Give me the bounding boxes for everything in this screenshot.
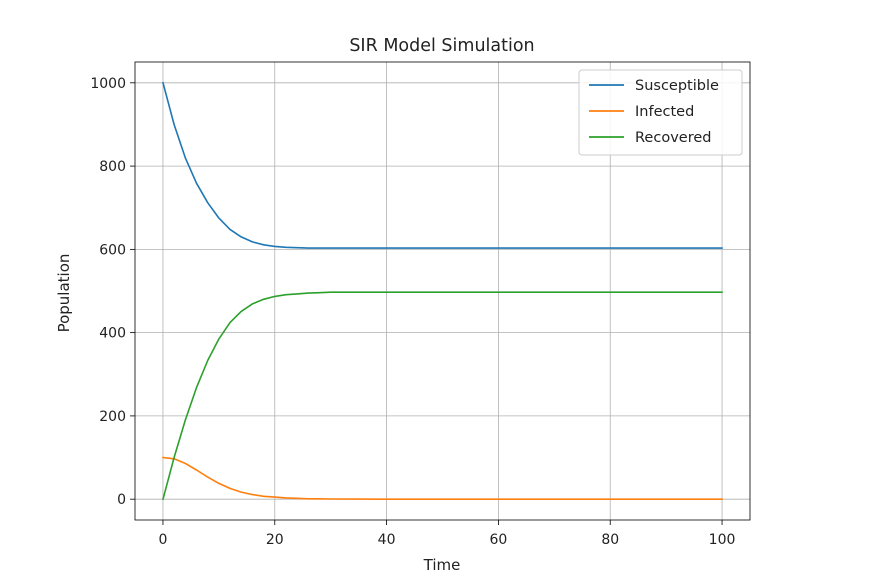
- plot-frame: [134, 61, 751, 521]
- x-tick-label: 80: [601, 532, 619, 548]
- y-tick-label: 800: [99, 159, 126, 175]
- series-line-recovered: [162, 291, 723, 501]
- legend-label: Susceptible: [635, 78, 719, 94]
- legend-label: Infected: [635, 104, 694, 120]
- x-tick-label: 60: [489, 532, 507, 548]
- legend-label: Recovered: [635, 130, 711, 146]
- y-tick-label: 400: [99, 326, 126, 342]
- x-tick-label: 20: [266, 532, 284, 548]
- legend: Susceptible Infected Recovered: [578, 69, 743, 156]
- legend-box: [578, 69, 743, 156]
- x-tick-label: 100: [709, 532, 736, 548]
- x-tick-label: 0: [158, 532, 167, 548]
- series-line-infected: [162, 456, 723, 501]
- y-axis-label: Population: [55, 254, 73, 333]
- chart-title: SIR Model Simulation: [349, 36, 534, 56]
- x-axis-label: Time: [423, 556, 461, 574]
- y-tick-label: 600: [99, 242, 126, 258]
- plot-series: [162, 81, 723, 501]
- y-tick-label: 200: [99, 409, 126, 425]
- y-tick-label: 1000: [90, 76, 126, 92]
- series-line-susceptible: [162, 81, 723, 249]
- y-tick-label: 0: [117, 492, 126, 508]
- x-tick-label: 40: [378, 532, 396, 548]
